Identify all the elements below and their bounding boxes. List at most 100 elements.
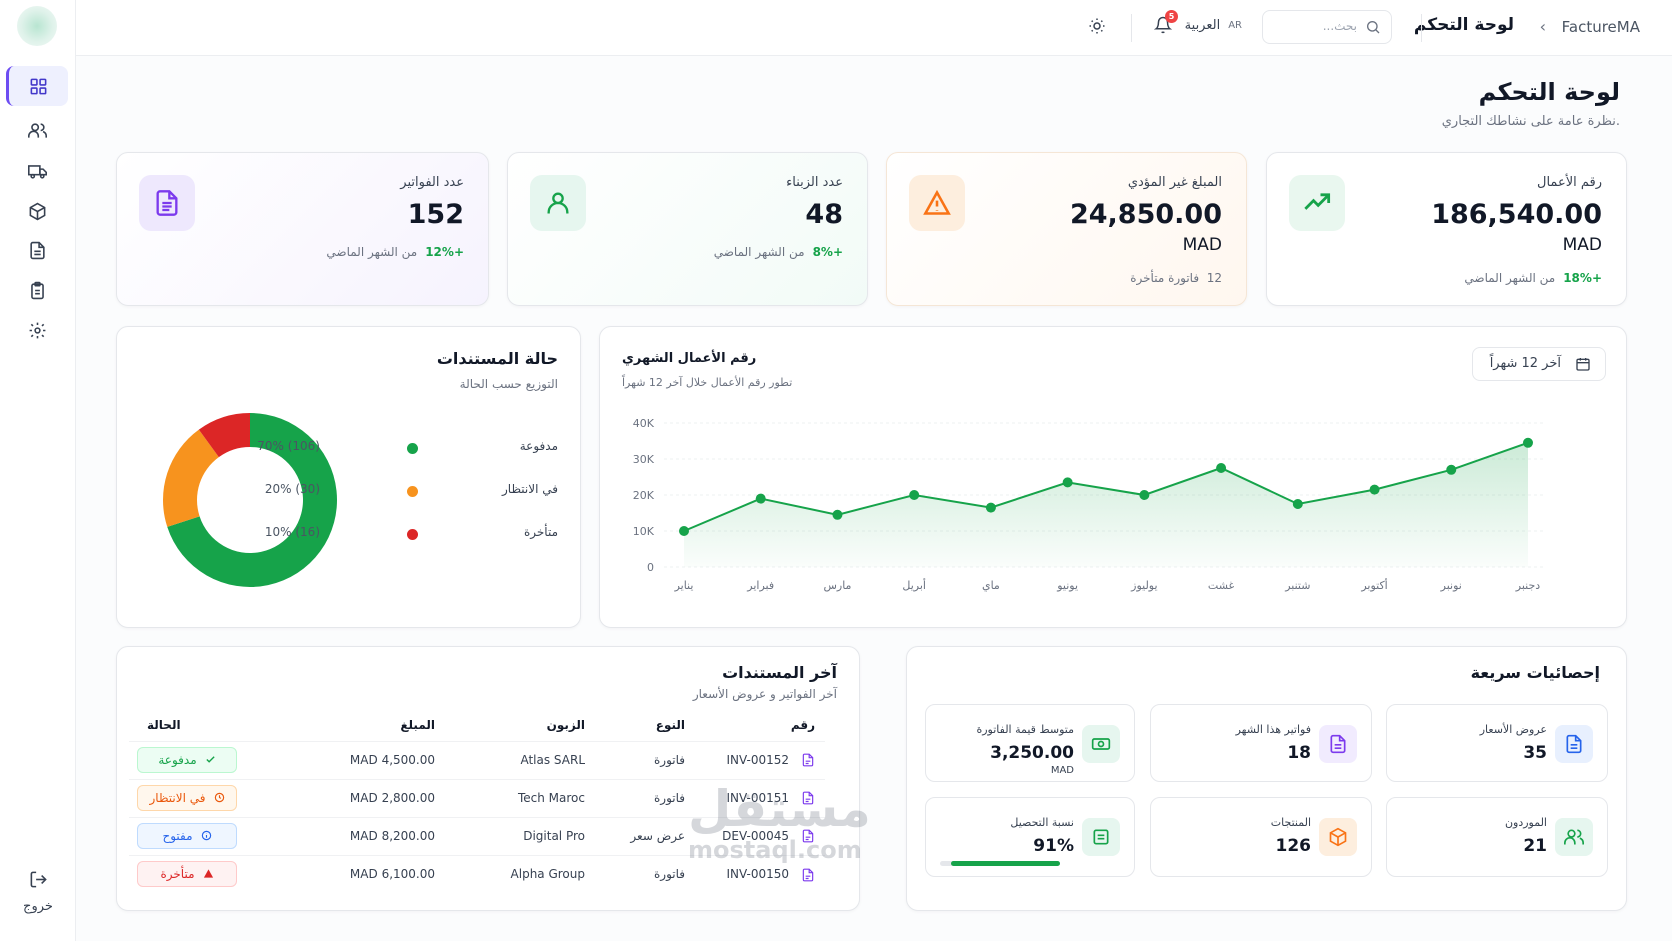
stat-change-text: من الشهر الماضي <box>1464 271 1556 285</box>
data-point[interactable] <box>1446 464 1457 475</box>
data-point[interactable] <box>909 490 920 500</box>
doc-amount: 6,100.00 MAD <box>275 854 445 893</box>
quick-stats-title: إحصائيات سريعة <box>1470 663 1600 682</box>
doc-number[interactable]: INV-00150 <box>726 867 789 881</box>
sidebar-item-quotes[interactable] <box>6 270 68 310</box>
logout-button[interactable]: خروج <box>10 870 66 914</box>
doc-type: فاتورة <box>595 778 695 817</box>
x-tick-label: شتنبر <box>1284 579 1310 592</box>
data-point[interactable] <box>832 509 843 520</box>
stat-card-revenue: رقم الأعمال 186,540.00 MAD +18% من الشهر … <box>1266 152 1627 306</box>
status-donut-chart <box>163 413 337 587</box>
search-input[interactable] <box>1277 19 1357 33</box>
language-switcher[interactable]: العربية AR <box>1185 18 1242 33</box>
stat-label: المبلغ غير المؤدي <box>1127 175 1222 190</box>
data-point[interactable] <box>985 502 996 513</box>
sidebar-item-suppliers[interactable] <box>6 151 68 191</box>
donut-slice-0[interactable] <box>167 413 337 587</box>
donut-slice-1[interactable] <box>163 429 219 527</box>
quick-stat-quotes[interactable]: عروض الأسعار 35 <box>1386 704 1608 782</box>
late-count: 12 <box>1206 271 1222 285</box>
page-subtitle: نظرة عامة على نشاطك التجاري. <box>1441 114 1620 129</box>
doc-amount: 8,200.00 MAD <box>275 816 445 855</box>
stat-card-unpaid: المبلغ غير المؤدي 24,850.00 MAD 12 فاتور… <box>886 152 1247 306</box>
quick-stat-average-invoice[interactable]: متوسط قيمة الفاتورة 3,250.00 MAD <box>925 704 1135 782</box>
col-client: الزبون <box>546 717 585 732</box>
quick-stat-unit: MAD <box>1050 765 1074 776</box>
period-label: آخر 12 شهراً <box>1489 356 1561 371</box>
status-label: متأخرة <box>160 867 195 882</box>
col-number: رقم <box>790 717 815 732</box>
col-amount: المبلغ <box>400 717 435 732</box>
stat-label: عدد الزبناء <box>786 175 843 190</box>
info-icon <box>201 830 212 844</box>
stat-change: +18% <box>1563 271 1602 285</box>
stat-footer: +18% من الشهر الماضي <box>1464 271 1602 285</box>
stat-value: 186,540.00 <box>1431 199 1602 230</box>
recent-docs-rows: INV-00152 فاتورة Atlas SARL 4,500.00 MAD مدف… <box>129 740 825 893</box>
data-point[interactable] <box>1369 484 1380 495</box>
user-icon <box>530 175 586 231</box>
app-logo[interactable] <box>17 6 57 46</box>
x-tick-label: يوليوز <box>1130 579 1157 592</box>
document-icon <box>802 753 814 767</box>
theme-toggle[interactable] <box>1088 17 1106 39</box>
recent-docs-card: آخر المستندات آخر الفواتير و عروض الأسعا… <box>116 646 860 911</box>
stat-change-text: من الشهر الماضي <box>326 245 418 259</box>
data-point[interactable] <box>755 493 766 504</box>
sidebar-item-settings[interactable] <box>6 310 68 350</box>
doc-number[interactable]: INV-00151 <box>726 790 789 805</box>
data-point[interactable] <box>1062 477 1073 488</box>
recent-docs-title: آخر المستندات <box>722 663 837 682</box>
x-tick-label: فبراير <box>746 579 774 592</box>
stat-label: رقم الأعمال <box>1537 175 1602 190</box>
topbar: FactureMA ‹ لوحة التحكم العربية AR 5 <box>76 0 1672 56</box>
status-label: مدفوعة <box>158 753 197 767</box>
stat-value: 48 <box>805 199 843 230</box>
late-invoices[interactable]: 12 فاتورة متأخرة <box>1130 271 1222 285</box>
quick-stat-collection-rate[interactable]: نسبة التحصيل 91% <box>925 797 1135 877</box>
quick-stat-products[interactable]: المنتجات 126 <box>1150 797 1372 877</box>
legend-value: 10% (16) <box>264 525 320 539</box>
sidebar-item-invoices[interactable] <box>6 230 68 270</box>
data-point[interactable] <box>679 526 689 536</box>
data-point[interactable] <box>1523 437 1533 448</box>
doc-number[interactable]: DEV-00045 <box>722 828 789 843</box>
check-icon <box>205 754 216 768</box>
quick-stat-value: 3,250.00 <box>990 743 1074 763</box>
notifications-button[interactable]: 5 <box>1153 10 1178 38</box>
data-point[interactable] <box>1292 499 1303 509</box>
legend-dot <box>407 443 418 454</box>
notification-badge: 5 <box>1165 10 1178 23</box>
x-tick-label: غشت <box>1208 579 1235 592</box>
table-row[interactable]: INV-00152 فاتورة Atlas SARL 4,500.00 MAD مدف… <box>129 740 825 779</box>
revenue-chart-title: رقم الأعمال الشهري <box>622 351 757 366</box>
data-point[interactable] <box>1139 490 1150 500</box>
doc-client: Alpha Group <box>445 854 595 893</box>
quick-stat-suppliers[interactable]: الموردون 21 <box>1386 797 1608 877</box>
search-box[interactable] <box>1262 10 1392 44</box>
status-label: مفتوح <box>162 829 193 843</box>
doc-number[interactable]: INV-00152 <box>726 752 789 767</box>
quick-stat-month-invoices[interactable]: فواتير هذا الشهر 18 <box>1150 704 1372 782</box>
document-icon <box>802 829 814 843</box>
status-chart-subtitle: التوزيع حسب الحالة <box>459 377 558 391</box>
brand-name[interactable]: FactureMA <box>1561 18 1640 36</box>
area-fill <box>684 442 1528 567</box>
legend-item-paid: مدفوعة 70% (106) <box>257 439 558 459</box>
doc-amount: 2,800.00 MAD <box>275 778 445 817</box>
collection-progress-fill <box>950 861 1060 866</box>
period-selector[interactable]: آخر 12 شهراً <box>1472 347 1606 381</box>
table-row[interactable]: INV-00151 فاتورة Tech Maroc 2,800.00 MAD في … <box>129 778 825 817</box>
sidebar-item-products[interactable] <box>6 191 68 231</box>
data-point[interactable] <box>1216 463 1227 473</box>
revenue-chart-card: رقم الأعمال الشهري تطور رقم الأعمال خلال… <box>599 326 1627 628</box>
donut-slice-2[interactable] <box>198 413 250 458</box>
sidebar-item-dashboard[interactable] <box>6 66 68 106</box>
clock-icon <box>214 792 225 806</box>
sidebar-item-clients[interactable] <box>6 110 68 150</box>
table-row[interactable]: INV-00150 فاتورة Alpha Group 6,100.00 MAD مت… <box>129 854 825 893</box>
legend-item-late: متأخرة 10% (16) <box>265 525 558 545</box>
x-tick-label: دجنبر <box>1515 579 1541 592</box>
table-row[interactable]: DEV-00045 عرض سعر Digital Pro 8,200.00 MAD م… <box>129 816 825 855</box>
